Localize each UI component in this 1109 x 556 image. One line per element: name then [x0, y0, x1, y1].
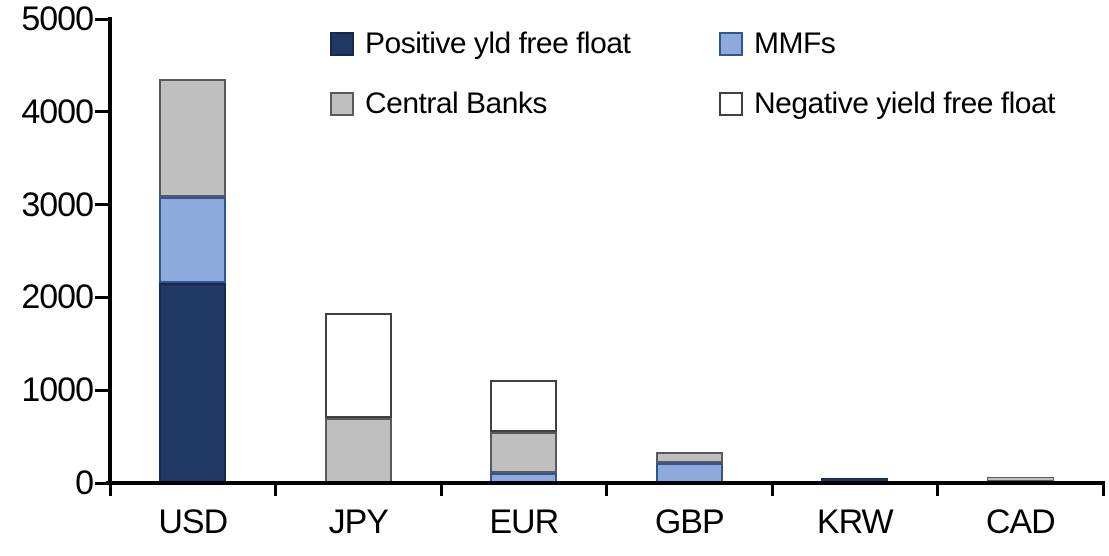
legend-item-mmfs: MMFs: [719, 27, 836, 61]
x-tick-mark: [936, 483, 939, 496]
bar-segment-GBP: [655, 451, 723, 463]
bar-segment-USD: [159, 197, 227, 284]
y-tick-label: 1000: [21, 371, 94, 410]
legend-swatch-mmfs: [719, 32, 743, 56]
bar-segment-JPY: [324, 417, 392, 483]
y-axis-line: [108, 17, 112, 485]
x-tick-mark: [770, 483, 774, 496]
x-category-label: EUR: [489, 503, 559, 541]
legend-item-central-banks: Central Banks: [330, 87, 547, 121]
y-tick-mark: [95, 203, 112, 207]
legend-swatch-negative-yield-free-float: [719, 92, 743, 116]
legend-label: MMFs: [754, 27, 836, 60]
y-tick-label: 3000: [21, 185, 94, 224]
legend-swatch-positive-yld-free-float: [330, 32, 354, 56]
bar-segment-EUR: [490, 379, 558, 432]
x-category-label: GBP: [654, 503, 725, 541]
legend-label: Positive yld free float: [365, 27, 631, 60]
y-tick-mark: [95, 110, 112, 114]
legend-label: Negative yield free float: [754, 87, 1056, 120]
x-tick-mark: [108, 483, 112, 496]
bar-segment-JPY: [324, 312, 392, 418]
y-tick-label: 5000: [21, 0, 94, 39]
legend-swatch-central-banks: [330, 92, 354, 116]
bar-segment-USD: [159, 283, 227, 483]
y-tick-label: 0: [75, 464, 94, 502]
x-tick-mark: [605, 483, 608, 496]
bar-segment-CAD: [986, 476, 1054, 481]
x-category-label: JPY: [328, 503, 389, 541]
y-tick-mark: [95, 17, 112, 21]
x-category-label: KRW: [816, 503, 894, 541]
legend-label: Central Banks: [365, 87, 547, 120]
y-tick-mark: [95, 295, 112, 299]
x-tick-mark: [274, 483, 277, 496]
x-category-label: USD: [158, 503, 228, 541]
legend-item-negative-yield-free-float: Negative yield free float: [719, 87, 1056, 121]
legend-item-positive-yld-free-float: Positive yld free float: [330, 27, 631, 61]
y-tick-label: 2000: [21, 278, 94, 317]
y-tick-mark: [95, 388, 112, 392]
bar-segment-EUR: [490, 431, 558, 473]
x-tick-mark: [1101, 483, 1105, 496]
y-tick-mark: [95, 481, 112, 485]
bar-segment-GBP: [655, 462, 723, 483]
x-tick-mark: [439, 483, 443, 496]
bar-segment-USD: [159, 79, 227, 198]
y-tick-label: 4000: [21, 92, 94, 131]
x-category-label: CAD: [985, 503, 1056, 541]
